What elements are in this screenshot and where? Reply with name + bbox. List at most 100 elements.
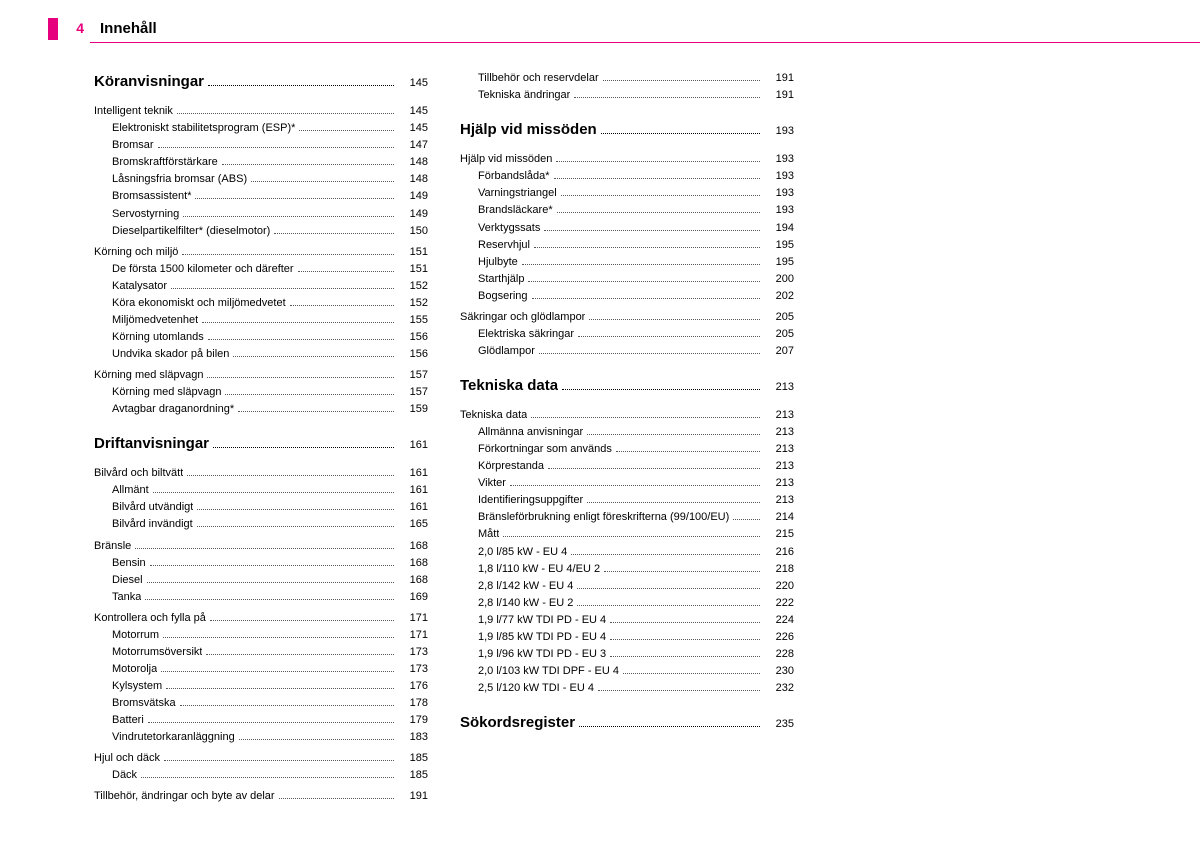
toc-label: Körning och miljö [94,244,178,261]
toc-page: 148 [398,171,428,188]
toc-entry: Varningstriangel193 [460,185,794,202]
toc-label: Tekniska data [460,407,527,424]
toc-label: Däck [112,767,137,784]
toc-label: Elektroniskt stabilitetsprogram (ESP)* [112,120,295,137]
toc-page: 228 [764,646,794,663]
toc-entry: Vikter213 [460,475,794,492]
toc-entry: Starthjälp200 [460,271,794,288]
toc-label: 1,9 l/77 kW TDI PD - EU 4 [478,612,606,629]
toc-page: 155 [398,312,428,329]
toc-entry: De första 1500 kilometer och därefter151 [94,261,428,278]
toc-label: Tanka [112,589,141,606]
toc-leader-dots [210,613,394,621]
toc-page: 148 [398,154,428,171]
toc-entry: 2,8 l/142 kW - EU 4220 [460,578,794,595]
toc-page: 152 [398,278,428,295]
toc-page: 176 [398,678,428,695]
toc-label: Körning utomlands [112,329,204,346]
toc-entry: Säkringar och glödlampor205 [460,309,794,326]
toc-leader-dots [557,206,760,214]
toc-label: Bogsering [478,288,528,305]
toc-entry: Körning med släpvagn157 [94,367,428,384]
toc-page: 213 [764,475,794,492]
toc-leader-dots [150,558,394,566]
toc-leader-dots [574,90,760,98]
toc-label: Tekniska ändringar [478,87,570,104]
toc-content: Köranvisningar145Intelligent teknik145El… [94,70,1160,811]
toc-entry: 2,0 l/85 kW - EU 4216 [460,544,794,561]
toc-label: Bilvård invändigt [112,516,193,533]
toc-label: Bensin [112,555,146,572]
toc-leader-dots [562,379,760,390]
toc-label: Driftanvisningar [94,432,209,455]
toc-page: 149 [398,188,428,205]
toc-label: Sökordsregister [460,711,575,734]
toc-entry: Bränsle168 [94,538,428,555]
toc-label: Låsningsfria bromsar (ABS) [112,171,247,188]
toc-page: 207 [764,343,794,360]
toc-leader-dots [187,469,394,477]
toc-page: 202 [764,288,794,305]
toc-entry: Batteri179 [94,712,428,729]
toc-entry: 2,0 l/103 kW TDI DPF - EU 4230 [460,663,794,680]
toc-entry: Tekniska ändringar191 [460,87,794,104]
toc-entry: Låsningsfria bromsar (ABS) 148 [94,171,428,188]
toc-page: 152 [398,295,428,312]
toc-leader-dots [166,681,394,689]
toc-leader-dots [180,698,394,706]
toc-label: Batteri [112,712,144,729]
toc-leader-dots [603,73,760,81]
toc-entry: Brandsläckare*193 [460,202,794,219]
toc-page: 213 [764,424,794,441]
toc-leader-dots [503,530,760,538]
toc-leader-dots [556,155,760,163]
toc-leader-dots [510,479,760,487]
toc-page: 157 [398,367,428,384]
toc-entry: 1,8 l/110 kW - EU 4/EU 2218 [460,561,794,578]
toc-leader-dots [522,257,760,265]
toc-leader-dots [206,647,394,655]
toc-page: 195 [764,254,794,271]
toc-leader-dots [610,615,760,623]
toc-entry: Bensin168 [94,555,428,572]
toc-leader-dots [148,715,394,723]
toc-entry: Elektroniskt stabilitetsprogram (ESP)*14… [94,120,428,137]
toc-page: 193 [764,168,794,185]
toc-label: Köranvisningar [94,70,204,93]
toc-label: Miljömedvetenhet [112,312,198,329]
toc-entry: Identifieringsuppgifter213 [460,492,794,509]
toc-label: Identifieringsuppgifter [478,492,583,509]
toc-label: Motorrumsöversikt [112,644,202,661]
toc-label: Reservhjul [478,237,530,254]
toc-entry: Bilvård utvändigt161 [94,499,428,516]
toc-leader-dots [135,541,394,549]
toc-leader-dots [238,404,394,412]
toc-page: 205 [764,309,794,326]
toc-label: 1,9 l/85 kW TDI PD - EU 4 [478,629,606,646]
toc-leader-dots [195,192,394,200]
toc-page: 194 [764,220,794,237]
toc-leader-dots [623,666,760,674]
toc-entry: Köra ekonomiskt och miljömedvetet152 [94,295,428,312]
toc-leader-dots [153,486,394,494]
toc-entry: Körprestanda213 [460,458,794,475]
toc-entry: Körning och miljö 151 [94,244,428,261]
toc-leader-dots [587,428,760,436]
toc-entry: Hjälp vid missöden193 [460,151,794,168]
toc-label: Körprestanda [478,458,544,475]
toc-leader-dots [610,632,760,640]
toc-leader-dots [183,209,394,217]
toc-entry: Glödlampor207 [460,343,794,360]
toc-label: Elektriska säkringar [478,326,574,343]
toc-entry: Motorolja173 [94,661,428,678]
toc-page: 205 [764,326,794,343]
toc-entry: Elektriska säkringar 205 [460,326,794,343]
toc-entry: Körning utomlands 156 [94,329,428,346]
toc-entry: Driftanvisningar161 [94,432,428,455]
toc-page: 169 [398,589,428,606]
toc-label: Diesel [112,572,143,589]
toc-page: 156 [398,329,428,346]
toc-page: 191 [764,70,794,87]
toc-label: Intelligent teknik [94,103,173,120]
toc-page: 151 [398,244,428,261]
